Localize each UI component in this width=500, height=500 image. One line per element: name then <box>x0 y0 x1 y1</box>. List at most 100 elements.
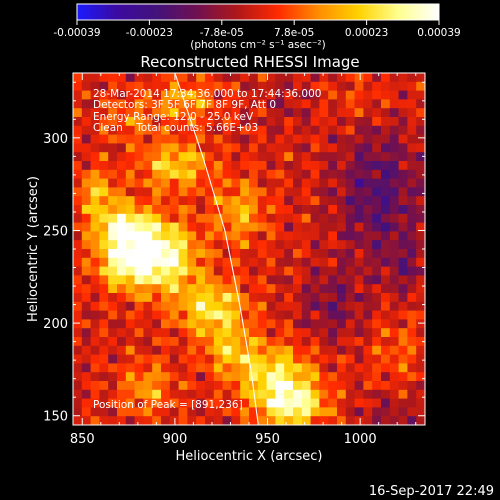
heatmap-cell <box>143 345 153 356</box>
heatmap-cell <box>117 108 127 118</box>
heatmap-cell <box>99 389 109 400</box>
heatmap-cell <box>231 328 241 338</box>
heatmap-cell <box>99 125 109 136</box>
heatmap-cell <box>337 284 347 294</box>
annotations: 28-Mar-2014 17:34:36.000 to 17:44:36.000… <box>93 88 321 411</box>
heatmap-cell <box>293 257 303 268</box>
heatmap-cell <box>363 407 373 417</box>
heatmap-cell <box>213 381 224 391</box>
heatmap-cell <box>213 284 224 294</box>
heatmap-cell <box>337 372 347 382</box>
heatmap-cell <box>319 240 329 250</box>
heatmap-cell <box>196 231 206 241</box>
heatmap-cell <box>240 152 250 162</box>
heatmap-cell <box>169 231 180 241</box>
heatmap-cell <box>337 363 347 373</box>
heatmap-cell <box>99 99 109 109</box>
heatmap-cell <box>231 240 241 250</box>
heatmap-cell <box>99 319 109 329</box>
heatmap-cell <box>275 187 285 197</box>
heatmap-cell <box>99 178 109 188</box>
heatmap-cell <box>354 389 364 400</box>
heatmap-cell <box>257 125 268 136</box>
heatmap-cell <box>337 337 347 347</box>
heatmap-cell <box>213 90 224 100</box>
heatmap-cell <box>284 310 294 320</box>
heatmap-cell <box>284 117 294 127</box>
heatmap-cell <box>301 231 312 241</box>
heatmap-cell <box>152 222 162 232</box>
heatmap-cell <box>125 134 136 144</box>
heatmap-cell <box>240 99 250 109</box>
heatmap-cell <box>275 196 285 206</box>
heatmap-cell <box>249 99 259 109</box>
heatmap-cell <box>363 301 373 312</box>
heatmap-cell <box>345 389 356 400</box>
heatmap-cell <box>108 266 118 276</box>
heatmap-cell <box>90 275 100 285</box>
heatmap-cell <box>293 398 303 408</box>
heatmap-cell <box>161 231 171 241</box>
heatmap-cell <box>205 99 215 109</box>
heatmap-cell <box>161 416 171 425</box>
heatmap-cell <box>354 249 364 259</box>
heatmap-cell <box>398 301 408 312</box>
heatmap-cell <box>293 73 303 83</box>
heatmap-cell <box>178 187 188 197</box>
heatmap-cell <box>389 328 400 338</box>
heatmap-cell <box>301 354 312 364</box>
heatmap-cell <box>231 90 241 100</box>
heatmap-cell <box>301 337 312 347</box>
heatmap-cell <box>178 231 188 241</box>
heatmap-cell <box>205 205 215 215</box>
heatmap-cell <box>284 284 294 294</box>
heatmap-cell <box>222 99 232 109</box>
heatmap-cell <box>354 240 364 250</box>
heatmap-cell <box>266 222 276 232</box>
heatmap-cell <box>389 187 400 197</box>
heatmap-cell <box>90 372 100 382</box>
heatmap-cell <box>240 293 250 303</box>
heatmap-cell <box>416 249 425 259</box>
heatmap-cell <box>231 231 241 241</box>
colorbar-tick-label: 0.00023 <box>345 27 388 39</box>
heatmap-cell <box>372 187 382 197</box>
heatmap-cell <box>196 143 206 153</box>
heatmap-cell <box>389 301 400 312</box>
heatmap-cell <box>90 266 100 276</box>
heatmap-cell <box>117 134 127 144</box>
colorbar-tick-label: 0.00039 <box>417 27 460 39</box>
heatmap-cell <box>416 117 425 127</box>
heatmap-cell <box>231 301 241 312</box>
heatmap-cell <box>266 169 276 180</box>
heatmap-cell <box>73 213 83 224</box>
heatmap-cell <box>407 416 417 425</box>
heatmap-cell <box>381 381 391 391</box>
heatmap-cell <box>73 161 83 171</box>
heatmap-cell <box>134 293 144 303</box>
heatmap-cell <box>152 213 162 224</box>
heatmap-cell <box>328 398 338 408</box>
heatmap-cell <box>81 416 92 425</box>
heatmap-cell <box>354 152 364 162</box>
heatmap-cell <box>363 125 373 136</box>
heatmap-cell <box>363 134 373 144</box>
heatmap-cell <box>319 152 329 162</box>
heatmap-cell <box>240 407 250 417</box>
heatmap-cell <box>319 143 329 153</box>
heatmap-cell <box>196 213 206 224</box>
heatmap-cell <box>196 354 206 364</box>
heatmap-cell <box>407 143 417 153</box>
heatmap-cell <box>389 73 400 83</box>
heatmap-cell <box>222 143 232 153</box>
heatmap-cell <box>178 117 188 127</box>
heatmap-cell <box>152 266 162 276</box>
heatmap-cell <box>363 99 373 109</box>
heatmap-cell <box>337 117 347 127</box>
heatmap-cell <box>293 178 303 188</box>
heatmap-cell <box>178 354 188 364</box>
heatmap-cell <box>407 152 417 162</box>
heatmap-cell <box>319 319 329 329</box>
heatmap-cell <box>73 319 83 329</box>
heatmap-cell <box>205 231 215 241</box>
